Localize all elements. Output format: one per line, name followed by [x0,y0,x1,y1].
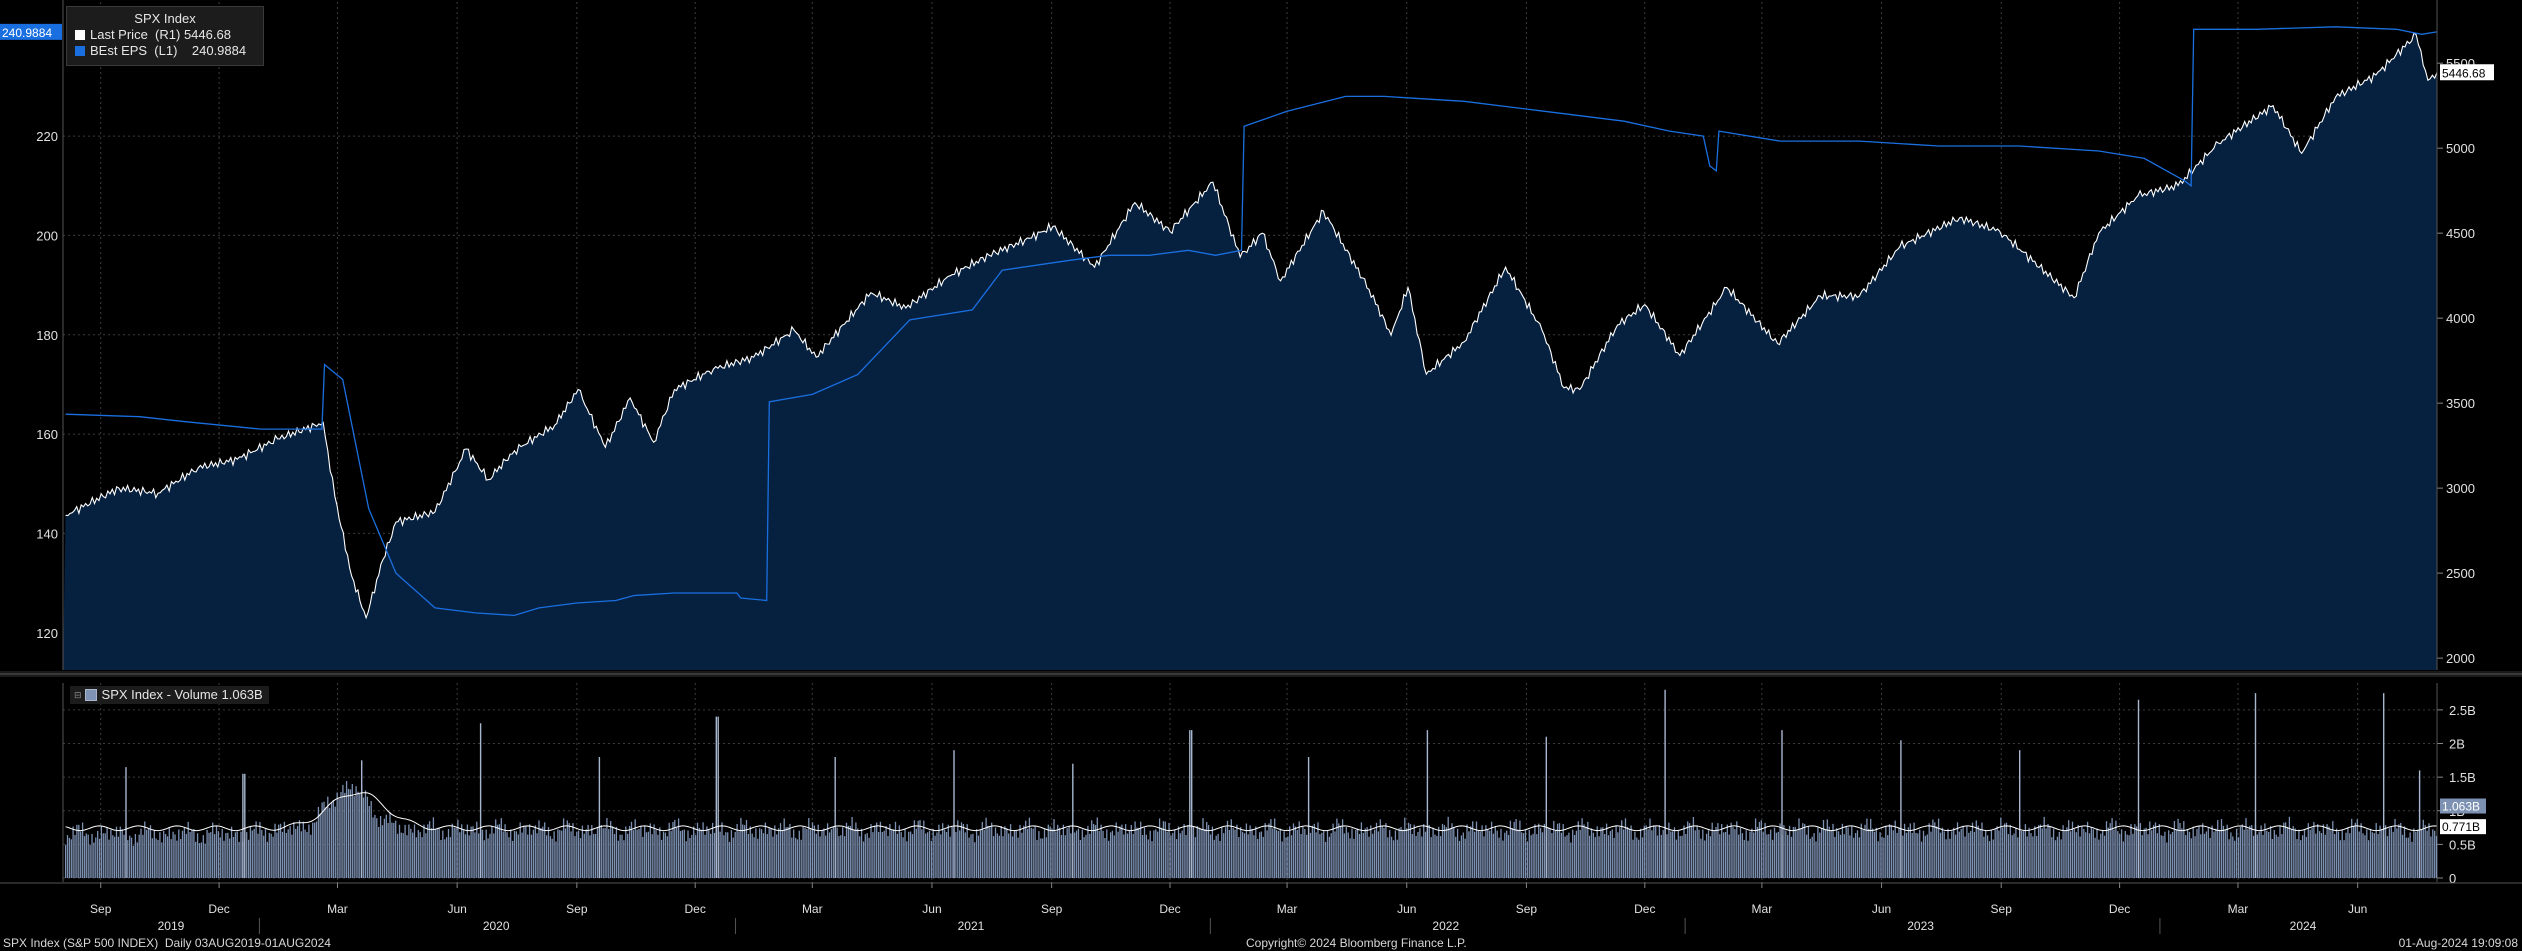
x-month-tick-label: Mar [327,902,348,916]
right-axis-tick-label: 5000 [2446,141,2475,156]
x-month-tick-label: Jun [2348,902,2367,916]
x-month-tick-label: Dec [2109,902,2130,916]
left-axis-tick-label: 160 [36,427,58,442]
eps-last-value-label: 240.9884 [2,26,52,40]
x-month-tick-label: Mar [802,902,823,916]
legend-item-best-eps[interactable]: BEst EPS (L1) 240.9884 [67,43,263,59]
legend-label: Last Price (R1) [90,27,181,42]
left-axis-tick-label: 140 [36,526,58,541]
x-month-tick-label: Dec [1634,902,1655,916]
volume-ma-value-label: 0.771B [2442,820,2480,834]
x-month-tick-label: Jun [447,902,466,916]
price-last-value-label: 5446.68 [2442,66,2486,80]
left-axis-tick-label: 180 [36,328,58,343]
x-month-tick-label: Dec [685,902,706,916]
x-month-tick-label: Dec [1159,902,1180,916]
footer-security-info: SPX Index (S&P 500 INDEX) Daily 03AUG201… [3,936,331,950]
volume-axis-tick-label: 0.5B [2449,837,2476,852]
legend-value: 5446.68 [183,27,231,42]
right-axis-tick-label: 2500 [2446,566,2475,581]
x-month-tick-label: Jun [1397,902,1416,916]
right-axis-tick-label: 4000 [2446,311,2475,326]
x-month-tick-label: Sep [566,902,588,916]
x-month-tick-label: Sep [1516,902,1538,916]
collapse-icon[interactable]: ⊟ [74,690,82,700]
x-month-tick-label: Sep [90,902,112,916]
volume-axis-tick-label: 1.5B [2449,770,2476,785]
volume-axis-tick-label: 2B [2449,737,2465,752]
eps-last-value-tag [0,23,62,40]
left-axis-tick-label: 220 [36,129,58,144]
x-year-label: 2023 [1907,919,1934,933]
x-month-tick-label: Sep [1041,902,1063,916]
x-year-label: 2021 [958,919,985,933]
legend-title: SPX Index [134,11,196,26]
right-axis-tick-label: 4500 [2446,226,2475,241]
price-last-value-tag [2440,64,2494,81]
x-year-label: 2024 [2290,919,2317,933]
left-axis-tick-label: 200 [36,228,58,243]
volume-axis-tick-label: 2.5B [2449,703,2476,718]
footer-timestamp: 01-Aug-2024 19:09:08 [2398,936,2518,950]
x-month-tick-label: Mar [1752,902,1773,916]
price-area-fill [63,33,2437,671]
volume-last-value-tag [2440,798,2486,814]
right-axis-tick-label: 3000 [2446,481,2475,496]
volume-ma-value-tag [2440,819,2486,835]
price-line [65,32,2438,620]
white-swatch-icon [75,30,85,40]
legend-item-last-price[interactable]: Last Price (R1) 5446.68 [67,27,263,43]
chart-legend: SPX Index Last Price (R1) 5446.68 BEst E… [66,6,264,66]
x-month-tick-label: Dec [208,902,229,916]
x-year-label: 2020 [483,919,510,933]
volume-legend[interactable]: ⊟ SPX Index - Volume 1.063B [70,686,269,704]
volume-swatch-icon [84,689,97,701]
blue-swatch-icon [75,46,85,56]
volume-bars [64,689,2438,878]
legend-value: 240.9884 [191,43,247,58]
volume-axis-tick-label: 0 [2449,871,2456,886]
right-axis-tick-label: 3500 [2446,396,2475,411]
x-year-label: 2022 [1432,919,1459,933]
x-month-tick-label: Jun [1872,902,1891,916]
right-axis-tick-label: 2000 [2446,651,2475,666]
volume-legend-label: SPX Index - Volume 1.063B [101,687,263,702]
footer-copyright: Copyright© 2024 Bloomberg Finance L.P. [1246,936,1467,950]
volume-last-value-label: 1.063B [2442,800,2480,814]
x-month-tick-label: Mar [1277,902,1298,916]
x-year-label: 2019 [158,919,185,933]
eps-line [65,26,2438,617]
volume-moving-average-line [65,792,2437,832]
x-month-tick-label: Sep [1991,902,2013,916]
legend-label: BEst EPS (L1) [90,43,178,58]
left-axis-tick-label: 120 [36,626,58,641]
x-month-tick-label: Jun [922,902,941,916]
x-month-tick-label: Mar [2228,902,2249,916]
